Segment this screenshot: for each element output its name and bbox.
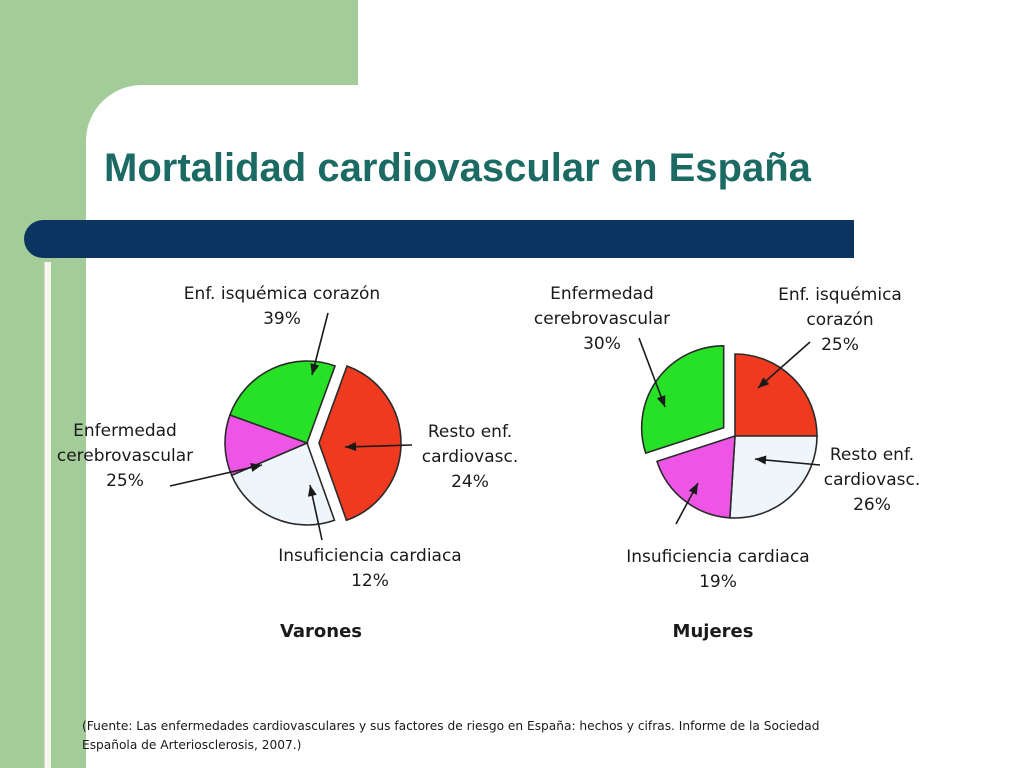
slice-label: Enf. isquémica corazón 39% <box>184 284 380 329</box>
pie-slice <box>729 435 818 519</box>
slice-label: Resto enf. cardiovasc. 26% <box>824 445 920 515</box>
slice-label: Enfermedad cerebrovascular 25% <box>57 421 193 491</box>
arrowhead <box>758 377 770 388</box>
slice-label: Resto enf. cardiovasc. 24% <box>422 422 518 492</box>
slide-title: Mortalidad cardiovascular en España <box>104 146 811 190</box>
pie-slice <box>656 434 736 519</box>
arrowhead <box>345 442 357 452</box>
slice-label: Insuficiencia cardiaca 19% <box>626 547 809 592</box>
left-strip-edge <box>44 262 51 768</box>
arrowhead <box>755 455 767 465</box>
pie-slice <box>228 360 337 445</box>
label-pointer-line <box>638 337 666 408</box>
source-note: (Fuente: Las enfermedades cardiovascular… <box>82 717 902 755</box>
pie-slice <box>318 364 402 522</box>
chart-title: Varones <box>280 621 362 642</box>
label-pointer-line <box>344 444 413 448</box>
pie-slice <box>224 413 310 477</box>
arrowhead <box>310 363 320 375</box>
pie-chart-mujeres: Enf. isquémica corazón 25% Resto enf. cardio… <box>534 284 920 642</box>
label-pointer-line <box>169 464 263 487</box>
slice-label: Insuficiencia cardiaca 12% <box>278 546 461 591</box>
arrowhead <box>307 485 317 497</box>
arrowhead <box>688 483 698 495</box>
slice-label: Enf. isquémica corazón 25% <box>778 285 902 355</box>
pie-slice <box>734 353 818 437</box>
chart-title: Mujeres <box>673 621 754 642</box>
arrowhead <box>250 463 262 472</box>
label-pointer-line <box>757 341 811 389</box>
slice-label: Enfermedad cerebrovascular 30% <box>534 284 670 354</box>
source-note-line-2: Española de Arteriosclerosis, 2007.) <box>82 738 302 752</box>
pie-slice <box>640 344 725 455</box>
source-note-line-1: (Fuente: Las enfermedades cardiovascular… <box>82 719 820 733</box>
title-underline-bar <box>24 220 854 258</box>
left-green-strip <box>0 258 44 768</box>
pie-chart-varones: Enf. isquémica corazón 39% Resto enf. cardi… <box>57 284 518 642</box>
pie-slice <box>230 441 336 526</box>
arrowhead <box>656 395 666 407</box>
